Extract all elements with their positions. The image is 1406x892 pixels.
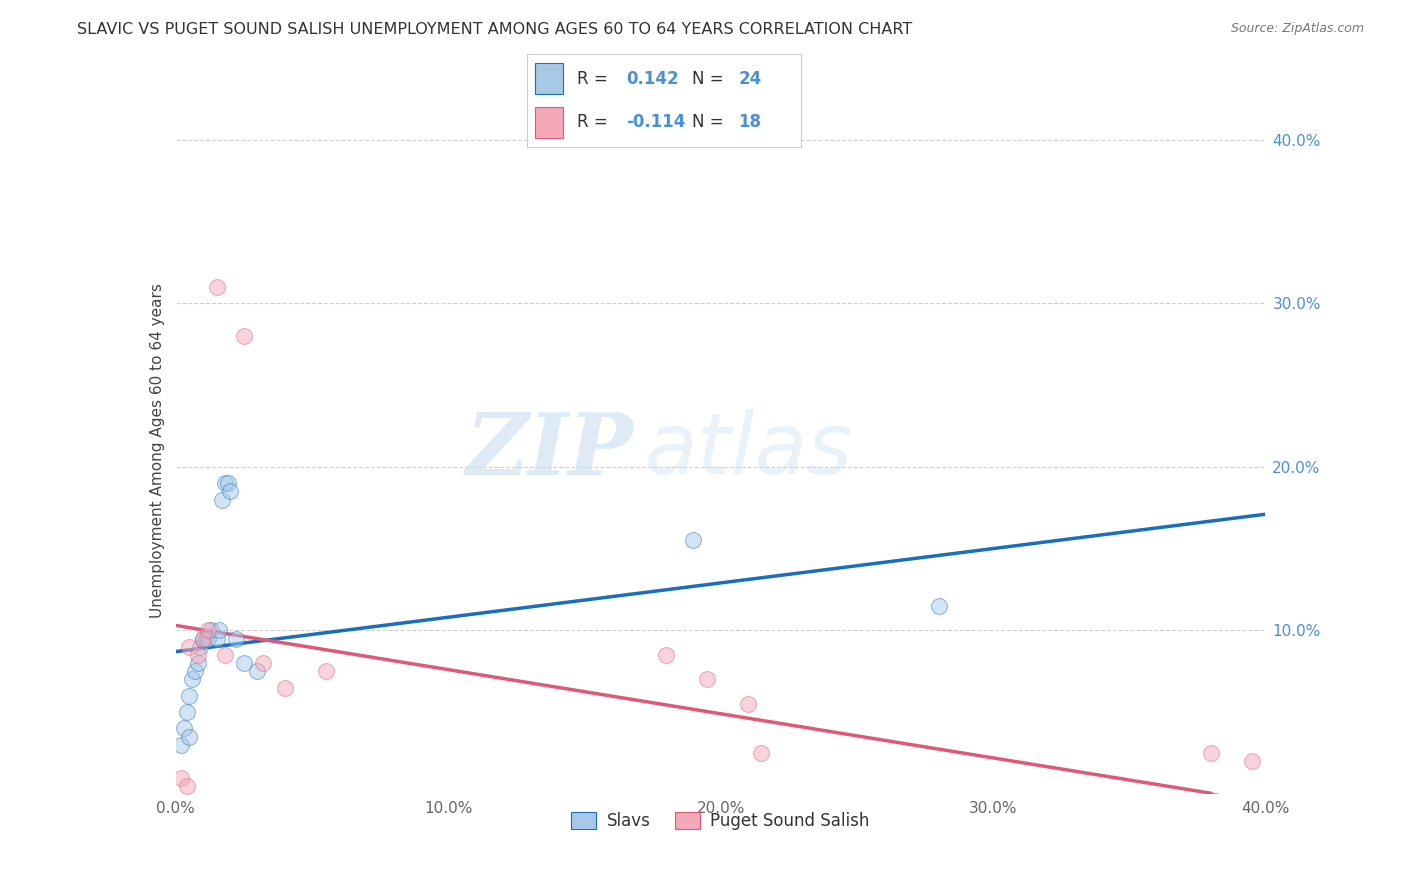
Text: N =: N = bbox=[692, 113, 728, 131]
FancyBboxPatch shape bbox=[536, 63, 562, 94]
Text: atlas: atlas bbox=[644, 409, 852, 492]
Point bbox=[173, 722, 195, 736]
Point bbox=[211, 492, 233, 507]
Point bbox=[194, 632, 217, 646]
Point bbox=[191, 632, 214, 646]
Point bbox=[181, 673, 204, 687]
Text: SLAVIC VS PUGET SOUND SALISH UNEMPLOYMENT AMONG AGES 60 TO 64 YEARS CORRELATION : SLAVIC VS PUGET SOUND SALISH UNEMPLOYMEN… bbox=[77, 22, 912, 37]
Point bbox=[232, 656, 254, 670]
Point bbox=[655, 648, 678, 662]
Point bbox=[179, 640, 201, 654]
Point bbox=[197, 632, 219, 646]
Point bbox=[225, 632, 247, 646]
Point bbox=[214, 476, 236, 491]
Point bbox=[176, 779, 198, 793]
Point bbox=[737, 697, 759, 711]
Point bbox=[751, 746, 773, 760]
Y-axis label: Unemployment Among Ages 60 to 64 years: Unemployment Among Ages 60 to 64 years bbox=[149, 283, 165, 618]
Point bbox=[191, 632, 214, 646]
Point bbox=[217, 476, 239, 491]
Text: Source: ZipAtlas.com: Source: ZipAtlas.com bbox=[1230, 22, 1364, 36]
Point bbox=[252, 656, 274, 670]
Point bbox=[1240, 754, 1263, 768]
Text: 24: 24 bbox=[738, 70, 762, 87]
Point bbox=[315, 664, 337, 679]
Point bbox=[219, 484, 242, 499]
Text: -0.114: -0.114 bbox=[626, 113, 685, 131]
Point bbox=[232, 329, 254, 343]
Point bbox=[197, 624, 219, 638]
Legend: Slavs, Puget Sound Salish: Slavs, Puget Sound Salish bbox=[565, 805, 876, 837]
Point bbox=[274, 681, 297, 695]
Point bbox=[200, 624, 222, 638]
Text: R =: R = bbox=[576, 70, 613, 87]
Point bbox=[696, 673, 718, 687]
Point bbox=[188, 640, 211, 654]
Text: ZIP: ZIP bbox=[465, 409, 633, 492]
Text: R =: R = bbox=[576, 113, 613, 131]
Point bbox=[682, 533, 704, 548]
Point bbox=[246, 664, 269, 679]
Point bbox=[205, 280, 228, 294]
FancyBboxPatch shape bbox=[536, 107, 562, 138]
Point bbox=[928, 599, 950, 613]
Point bbox=[214, 648, 236, 662]
Point bbox=[184, 664, 207, 679]
Point bbox=[208, 624, 231, 638]
Point bbox=[179, 689, 201, 703]
Point bbox=[170, 771, 193, 785]
Text: 18: 18 bbox=[738, 113, 762, 131]
Text: N =: N = bbox=[692, 70, 728, 87]
Point bbox=[205, 632, 228, 646]
Point bbox=[1199, 746, 1222, 760]
Point bbox=[179, 730, 201, 744]
Point bbox=[176, 705, 198, 719]
Point bbox=[186, 648, 209, 662]
Text: 0.142: 0.142 bbox=[626, 70, 679, 87]
Point bbox=[186, 656, 209, 670]
Point bbox=[170, 738, 193, 752]
